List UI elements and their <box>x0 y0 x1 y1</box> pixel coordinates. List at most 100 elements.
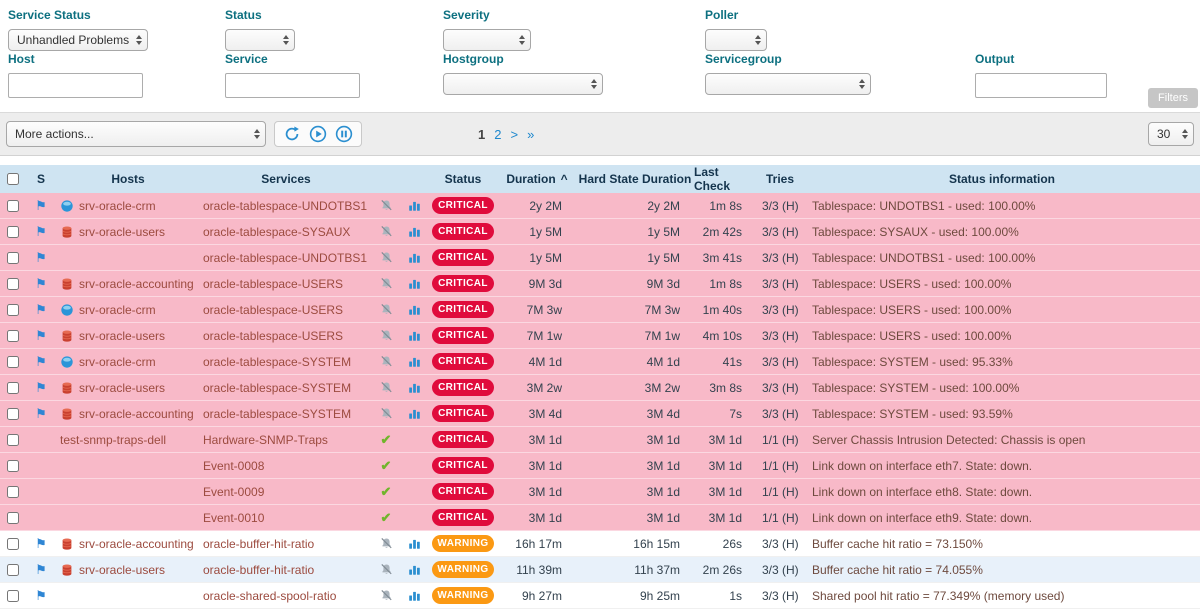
graph-icon[interactable] <box>408 277 421 290</box>
hard-duration-cell: 3M 1d <box>646 484 680 499</box>
service-link[interactable]: oracle-tablespace-USERS <box>203 276 344 291</box>
hostgroup-select[interactable] <box>443 73 603 95</box>
severity-label: Severity <box>443 8 490 22</box>
host-link[interactable]: test-snmp-traps-dell <box>60 432 167 447</box>
host-link[interactable]: srv-oracle-crm <box>79 302 156 317</box>
graph-icon[interactable] <box>408 199 421 212</box>
status-badge: CRITICAL <box>432 509 494 526</box>
graph-icon[interactable] <box>408 329 421 342</box>
host-input[interactable] <box>8 73 143 98</box>
service-link[interactable]: oracle-tablespace-SYSTEM <box>203 406 352 421</box>
row-select-checkbox[interactable] <box>7 433 19 446</box>
service-link[interactable]: oracle-shared-spool-ratio <box>203 588 337 603</box>
row-select-checkbox[interactable] <box>7 459 19 472</box>
row-select-checkbox[interactable] <box>7 537 19 550</box>
row-select-checkbox[interactable] <box>7 563 19 576</box>
severity-select[interactable] <box>443 29 531 51</box>
column-header-duration[interactable]: Duration ^ <box>498 165 576 193</box>
service-link[interactable]: oracle-tablespace-USERS <box>203 328 344 343</box>
row-select-checkbox[interactable] <box>7 589 19 602</box>
select-all-checkbox[interactable] <box>7 173 19 185</box>
column-header-services[interactable]: Services <box>261 172 311 186</box>
host-link[interactable]: srv-oracle-users <box>79 328 166 343</box>
graph-icon[interactable] <box>408 589 421 602</box>
row-select-checkbox[interactable] <box>7 251 19 264</box>
service-link[interactable]: Event-0009 <box>203 484 265 499</box>
tries-cell: 1/1 (H) <box>762 432 799 447</box>
table-row: ⚑ srv-oracle-accounting oracle-buffer-hi… <box>0 531 1200 557</box>
row-select-checkbox[interactable] <box>7 511 19 524</box>
play-icon[interactable] <box>309 125 327 143</box>
host-link[interactable]: srv-oracle-users <box>79 380 166 395</box>
column-header-status[interactable]: Status <box>444 172 482 186</box>
service-link[interactable]: oracle-tablespace-SYSTEM <box>203 380 352 395</box>
row-select-checkbox[interactable] <box>7 329 19 342</box>
page-size-select[interactable]: 30 <box>1148 122 1194 146</box>
service-link[interactable]: Event-0008 <box>203 458 265 473</box>
column-header-s[interactable]: S <box>36 172 45 186</box>
graph-icon[interactable] <box>408 537 421 550</box>
filters-button[interactable]: Filters <box>1148 88 1198 108</box>
graph-icon[interactable] <box>408 303 421 316</box>
host-link[interactable]: srv-oracle-accounting <box>79 536 194 551</box>
page-2[interactable]: 2 <box>494 126 502 142</box>
last-check-cell: 1m 8s <box>709 198 742 213</box>
row-select-checkbox[interactable] <box>7 485 19 498</box>
last-check-cell: 7s <box>729 406 742 421</box>
row-select-checkbox[interactable] <box>7 407 19 420</box>
next-page-arrow[interactable]: > <box>510 126 519 142</box>
column-header-status-information[interactable]: Status information <box>948 172 1055 186</box>
table-row: ⚑ test-snmp-traps-dell Hardware-SNMP-Tra… <box>0 427 1200 453</box>
service-link[interactable]: oracle-tablespace-UNDOTBS1 <box>203 198 368 213</box>
sort-asc-icon: ^ <box>560 172 568 186</box>
row-select-checkbox[interactable] <box>7 381 19 394</box>
page-1[interactable]: 1 <box>478 126 486 142</box>
host-link[interactable]: srv-oracle-users <box>79 562 166 577</box>
pause-icon[interactable] <box>335 125 353 143</box>
service-link[interactable]: oracle-tablespace-SYSTEM <box>203 354 352 369</box>
servicegroup-select[interactable] <box>705 73 871 95</box>
graph-icon[interactable] <box>408 563 421 576</box>
poller-select[interactable] <box>705 29 767 51</box>
column-header-last-check[interactable]: Last Check <box>694 165 731 193</box>
service-link[interactable]: oracle-tablespace-UNDOTBS1 <box>203 250 368 265</box>
host-link[interactable]: srv-oracle-accounting <box>79 406 194 421</box>
status-badge: CRITICAL <box>432 301 494 318</box>
last-check-cell: 3m 8s <box>709 380 742 395</box>
column-header-tries[interactable]: Tries <box>765 172 795 186</box>
status-select[interactable] <box>225 29 295 51</box>
column-header-hosts[interactable]: Hosts <box>111 172 145 186</box>
output-input[interactable] <box>975 73 1107 98</box>
select-arrows-icon <box>283 35 289 45</box>
service-link[interactable]: oracle-tablespace-SYSAUX <box>203 224 351 239</box>
service-status-select[interactable]: Unhandled Problems <box>8 29 148 51</box>
status-badge: WARNING <box>432 535 494 552</box>
host-link[interactable]: srv-oracle-accounting <box>79 276 194 291</box>
service-link[interactable]: oracle-tablespace-USERS <box>203 302 344 317</box>
check-ok-icon: ✔ <box>380 484 392 499</box>
column-header-hard-state-duration[interactable]: Hard State Duration <box>578 172 692 186</box>
host-link[interactable]: srv-oracle-users <box>79 224 166 239</box>
row-select-checkbox[interactable] <box>7 225 19 238</box>
graph-icon[interactable] <box>408 381 421 394</box>
row-select-checkbox[interactable] <box>7 199 19 212</box>
graph-icon[interactable] <box>408 225 421 238</box>
table-row: ⚑ srv-oracle-crm oracle-tablespace-USERS… <box>0 297 1200 323</box>
service-link[interactable]: Event-0010 <box>203 510 265 525</box>
row-select-checkbox[interactable] <box>7 355 19 368</box>
graph-icon[interactable] <box>408 251 421 264</box>
row-select-checkbox[interactable] <box>7 277 19 290</box>
host-link[interactable]: srv-oracle-crm <box>79 354 156 369</box>
last-page-arrow[interactable]: » <box>527 126 535 142</box>
graph-icon[interactable] <box>408 355 421 368</box>
refresh-icon[interactable] <box>283 125 301 143</box>
graph-icon[interactable] <box>408 407 421 420</box>
service-input[interactable] <box>225 73 360 98</box>
last-check-cell: 3M 1d <box>708 484 742 499</box>
service-link[interactable]: oracle-buffer-hit-ratio <box>203 562 315 577</box>
host-link[interactable]: srv-oracle-crm <box>79 198 156 213</box>
more-actions-select[interactable]: More actions... <box>6 121 266 147</box>
service-link[interactable]: Hardware-SNMP-Traps <box>203 432 328 447</box>
service-link[interactable]: oracle-buffer-hit-ratio <box>203 536 315 551</box>
row-select-checkbox[interactable] <box>7 303 19 316</box>
